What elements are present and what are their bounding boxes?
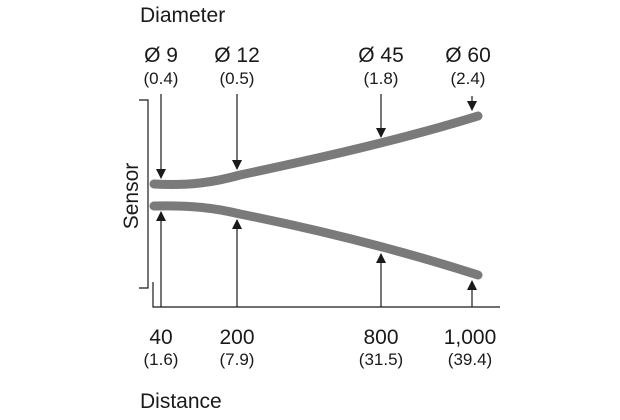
diameter-sub-1: (0.4) — [144, 69, 179, 88]
diameter-sub-3: (1.8) — [364, 69, 399, 88]
sensor-label: Sensor — [120, 163, 143, 230]
diameter-label-3: Ø 45 — [358, 44, 404, 67]
diameter-label-1: Ø 9 — [144, 44, 178, 67]
distance-title: Distance — [140, 390, 222, 413]
diameter-title: Diameter — [140, 4, 225, 27]
distance-sub-3: (31.5) — [359, 350, 403, 369]
beam-lower-edge — [149, 201, 483, 280]
diameter-sub-4: (2.4) — [451, 69, 486, 88]
beam-upper-edge — [149, 111, 483, 190]
distance-sub-4: (39.4) — [448, 350, 492, 369]
distance-label-2: 200 — [219, 326, 254, 349]
sensor-bracket — [139, 99, 149, 289]
diameter-label-4: Ø 60 — [445, 44, 491, 67]
distance-label-1: 40 — [149, 326, 172, 349]
distance-label-4: 1,000 — [444, 326, 497, 349]
distance-sub-1: (1.6) — [144, 350, 179, 369]
diameter-label-2: Ø 12 — [214, 44, 260, 67]
distance-label-3: 800 — [363, 326, 398, 349]
diameter-sub-2: (0.5) — [220, 69, 255, 88]
distance-sub-2: (7.9) — [220, 350, 255, 369]
baseline-axis — [152, 282, 500, 308]
